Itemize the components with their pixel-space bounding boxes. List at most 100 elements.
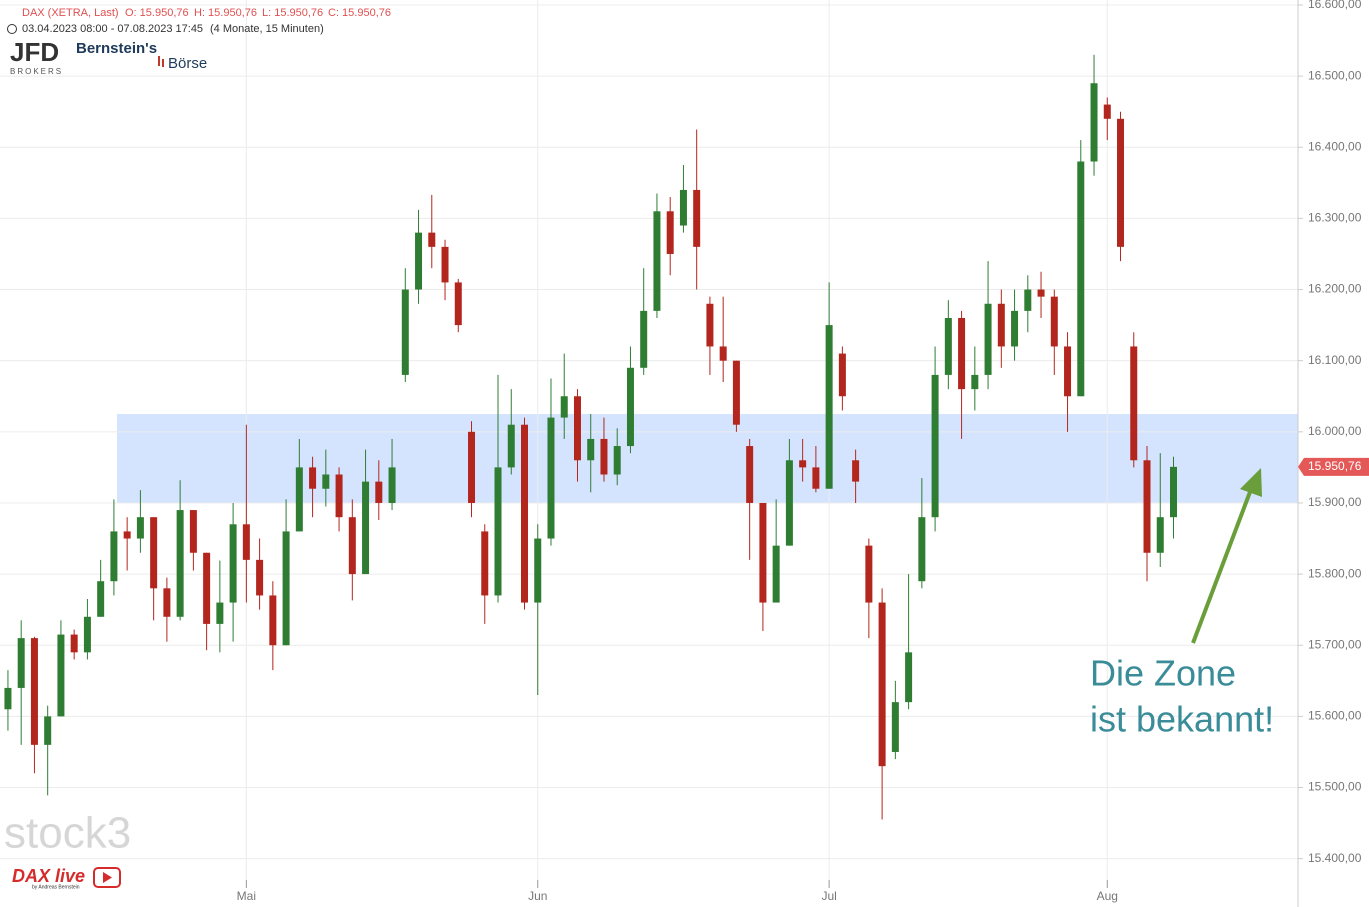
candle-body [706,303,714,347]
candle-body [123,531,131,539]
ohlc-high: H: 15.950,76 [194,7,257,19]
candle-body [1064,346,1072,397]
period: 03.04.2023 08:00 - 07.08.2023 17:45 [22,23,203,35]
candle-body [905,652,913,703]
candle-body [388,467,396,503]
play-icon [93,867,121,888]
x-tick-label: Jun [528,889,547,903]
candle-body [30,638,38,745]
last-price-label: 15.950,76 [1308,459,1362,473]
candle-body [494,467,502,596]
annotation: Die Zone [1090,653,1236,694]
candle-body [1011,310,1019,347]
candle-body [507,424,515,468]
play-icon [103,872,112,883]
boerse-logo: Börse [168,55,207,72]
logo-mark [158,56,160,66]
candle-body [759,502,767,603]
candle-body [534,538,542,603]
candle-body [1037,289,1045,297]
y-tick-label: 15.800,00 [1308,566,1362,580]
candle-body [322,474,330,489]
y-tick-label: 16.000,00 [1308,424,1362,438]
candle-body [971,374,979,390]
candle-body [150,517,158,589]
candle-body [838,353,846,397]
candle-body [401,289,409,375]
candle-body [1130,346,1138,461]
candle-body [454,282,462,326]
y-tick-label: 16.400,00 [1308,139,1362,153]
ohlc-open: O: 15.950,76 [125,7,189,19]
candle-body [520,424,528,603]
ohlc-close: C: 15.950,76 [328,7,391,19]
y-tick-label: 15.900,00 [1308,495,1362,509]
candle-body [825,325,833,489]
candle-body [441,246,449,283]
daxlive-logo: DAX live [12,866,85,886]
candle-body [428,232,436,247]
candle-body [17,638,25,688]
candle-body [4,687,12,710]
arrow-head [1240,468,1262,497]
bernstein-logo: Bernstein's [76,40,157,57]
candle-body [468,431,476,503]
candle-body [269,595,277,646]
candle-body [746,446,754,503]
y-tick-label: 15.600,00 [1308,709,1362,723]
candle-body [1156,517,1164,553]
y-tick-label: 16.600,00 [1308,0,1362,11]
candle-body [1169,466,1177,518]
candle-body [931,374,939,518]
candle-body [295,467,303,532]
candle-body [918,517,926,582]
candle-body [110,531,118,582]
candle-body [203,552,211,624]
candle-body [852,460,860,482]
candle-body [1143,460,1151,553]
candle-body [136,517,144,539]
candle-body [878,602,886,767]
candle-body [732,360,740,425]
candle-body [547,417,555,539]
candle-body [640,310,648,368]
candle-body [44,716,52,745]
candle-body [997,303,1005,347]
brokers: BROKERS [10,67,63,76]
y-tick-label: 15.700,00 [1308,637,1362,651]
candle-body [984,303,992,375]
candle-body [335,474,343,518]
candle-body [865,545,873,603]
candle-body [812,467,820,489]
y-tick-label: 16.200,00 [1308,282,1362,296]
candle-body [229,524,237,603]
candle-body [1090,83,1098,162]
candle-body [666,211,674,254]
stock3-watermark: stock3 [4,809,131,858]
candle-body [772,545,780,603]
x-tick-label: Jul [821,889,836,903]
candle-body [375,481,383,503]
candle-body [163,588,171,617]
candle-body [613,446,621,475]
x-tick-label: Aug [1097,889,1118,903]
candle-body [481,531,489,596]
candle-body [958,317,966,390]
candle-body [653,211,661,311]
ohlc-low: L: 15.950,76 [262,7,323,19]
candle-body [1024,289,1032,311]
candle-body [600,438,608,475]
candle-body [57,634,65,717]
candle-body [1103,104,1111,119]
candle-body [560,396,568,418]
y-tick-label: 16.100,00 [1308,353,1362,367]
candle-body [242,524,250,560]
candle-body [891,702,899,752]
candle-body [83,616,91,653]
x-tick-label: Mai [237,889,256,903]
candle-body [216,602,224,624]
candle-body [1050,296,1058,347]
annotation: ist bekannt! [1090,699,1274,740]
candle-body [944,317,952,375]
